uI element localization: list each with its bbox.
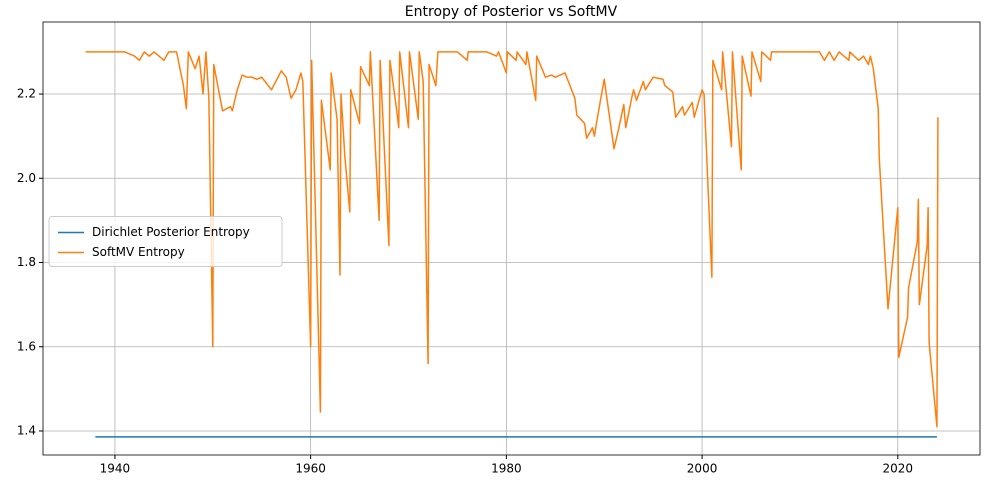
x-tick-label: 2020 xyxy=(883,462,914,476)
y-tick-label: 2.0 xyxy=(17,171,36,185)
y-tick-label: 1.4 xyxy=(17,423,36,437)
legend-box xyxy=(48,216,283,267)
legend-label: SoftMV Entropy xyxy=(92,245,185,259)
x-tick-label: 1960 xyxy=(295,462,326,476)
x-tick-label: 2000 xyxy=(687,462,718,476)
y-tick-label: 2.2 xyxy=(17,87,36,101)
chart-title: Entropy of Posterior vs SoftMV xyxy=(405,4,618,20)
y-tick-label: 1.6 xyxy=(17,339,36,353)
legend-label: Dirichlet Posterior Entropy xyxy=(92,225,250,239)
x-tick-label: 1980 xyxy=(491,462,522,476)
x-tick-label: 1940 xyxy=(100,462,131,476)
y-tick-label: 1.8 xyxy=(17,255,36,269)
axes-frame xyxy=(42,21,981,456)
series-line xyxy=(85,51,939,428)
